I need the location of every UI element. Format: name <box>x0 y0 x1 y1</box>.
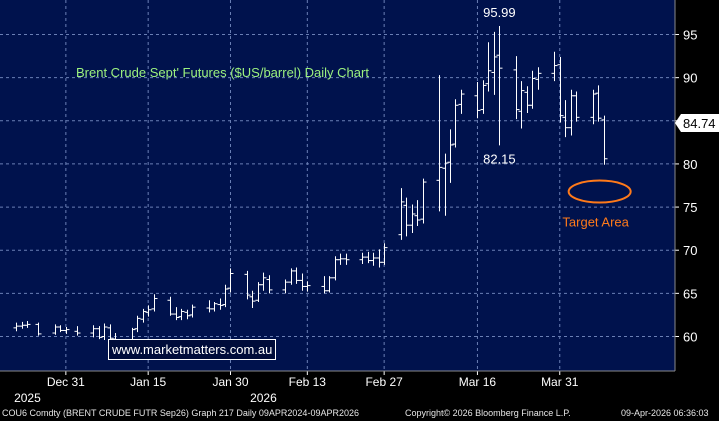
x-tick-label-1: Jan 15 <box>130 375 166 389</box>
gridlines <box>0 0 675 371</box>
y-tick-label-90: 90 <box>683 71 697 86</box>
y-tick-label-75: 75 <box>683 200 697 215</box>
annotation-82.15: 82.15 <box>483 151 516 166</box>
chart-title: Brent Crude Sept' Futures ($US/barrel) D… <box>76 65 369 80</box>
x-tick-label-0: Dec 31 <box>47 375 85 389</box>
x-tick-label-5: Mar 16 <box>459 375 497 389</box>
annotation-95.99: 95.99 <box>483 5 516 20</box>
y-tick-label-80: 80 <box>683 157 697 172</box>
y-tick-label-60: 60 <box>683 329 697 344</box>
x-tick-label-4: Feb 27 <box>365 375 403 389</box>
footer-bar: COU6 Comdty (BRENT CRUDE FUTR Sep26) Gra… <box>0 406 719 421</box>
year-label-1: 2026 <box>250 391 277 405</box>
bottom-axis-background <box>0 371 719 406</box>
target-area-ellipse <box>567 179 632 204</box>
right-axis-background <box>675 0 719 371</box>
year-label-0: 2025 <box>14 391 41 405</box>
footer-copyright: Copyright© 2026 Bloomberg Finance L.P. <box>405 408 571 418</box>
y-tick-label-70: 70 <box>683 243 697 258</box>
target-area-label: Target Area <box>562 215 629 230</box>
plot-background <box>0 0 675 371</box>
footer-timestamp: 09-Apr-2026 06:36:03 <box>621 408 709 418</box>
x-tick-label-6: Mar 31 <box>541 375 579 389</box>
watermark-link[interactable]: www.marketmatters.com.au <box>108 339 277 360</box>
last-price-label: 84.74 <box>683 116 716 131</box>
x-tick-label-3: Feb 13 <box>289 375 327 389</box>
y-tick-label-65: 65 <box>683 286 697 301</box>
last-price-marker <box>675 114 719 133</box>
annotations: 95.99 82.15 Target Area 84.74 <box>483 5 719 230</box>
x-tick-label-2: Jan 30 <box>212 375 248 389</box>
y-tick-label-95: 95 <box>683 28 697 43</box>
footer-security-info: COU6 Comdty (BRENT CRUDE FUTR Sep26) Gra… <box>2 408 359 418</box>
ohlc-bars <box>13 25 608 343</box>
